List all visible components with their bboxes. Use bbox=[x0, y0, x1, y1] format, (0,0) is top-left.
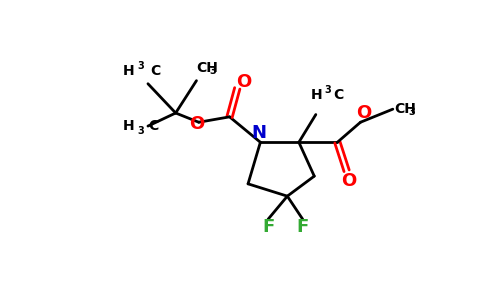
Text: O: O bbox=[236, 73, 251, 91]
Text: 3: 3 bbox=[209, 66, 216, 76]
Text: N: N bbox=[251, 124, 266, 142]
Text: H: H bbox=[310, 88, 322, 101]
Text: O: O bbox=[356, 104, 371, 122]
Text: F: F bbox=[297, 218, 309, 236]
Text: CH: CH bbox=[197, 61, 218, 75]
Text: O: O bbox=[341, 172, 357, 190]
Text: 3: 3 bbox=[324, 85, 331, 95]
Text: H: H bbox=[123, 64, 135, 78]
Text: H: H bbox=[123, 119, 135, 133]
Text: C: C bbox=[150, 64, 161, 78]
Text: O: O bbox=[189, 115, 204, 133]
Text: 3: 3 bbox=[408, 107, 415, 117]
Text: C: C bbox=[333, 88, 343, 101]
Text: 3: 3 bbox=[137, 61, 144, 71]
Text: 3: 3 bbox=[137, 126, 144, 136]
Text: CH: CH bbox=[394, 102, 416, 116]
Text: F: F bbox=[262, 218, 274, 236]
Text: C: C bbox=[149, 119, 159, 133]
